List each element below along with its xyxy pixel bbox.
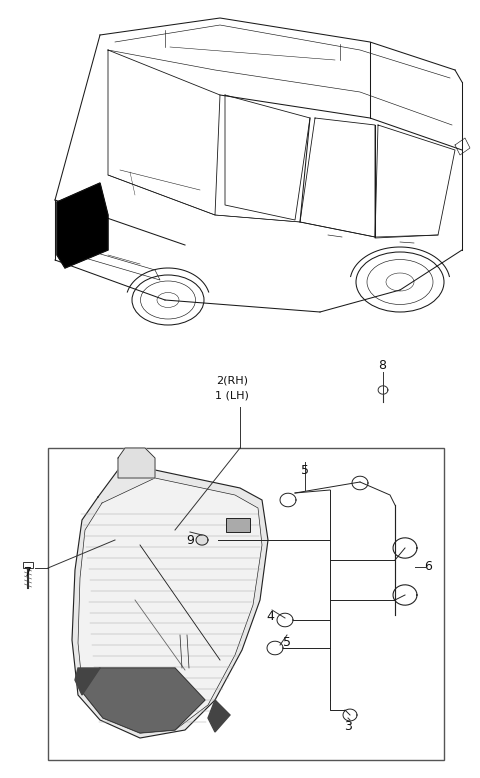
Bar [23, 562, 33, 568]
Polygon shape [82, 668, 205, 733]
Text: 1 (LH): 1 (LH) [215, 390, 249, 400]
Text: 4: 4 [266, 611, 274, 623]
Text: 7: 7 [24, 566, 32, 579]
Polygon shape [78, 478, 262, 733]
Text: 5: 5 [301, 464, 309, 476]
Bar [226, 518, 250, 532]
Polygon shape [118, 448, 155, 478]
Polygon shape [57, 183, 108, 268]
Bar [48, 448, 444, 760]
Text: 9: 9 [186, 534, 194, 546]
Polygon shape [75, 668, 100, 695]
Polygon shape [196, 535, 208, 545]
Text: 6: 6 [424, 560, 432, 573]
Text: 8: 8 [378, 359, 386, 372]
Text: 2(RH): 2(RH) [216, 375, 248, 385]
Polygon shape [72, 462, 268, 738]
Text: 3: 3 [344, 720, 352, 733]
Polygon shape [208, 700, 230, 732]
Text: 5: 5 [283, 636, 291, 650]
